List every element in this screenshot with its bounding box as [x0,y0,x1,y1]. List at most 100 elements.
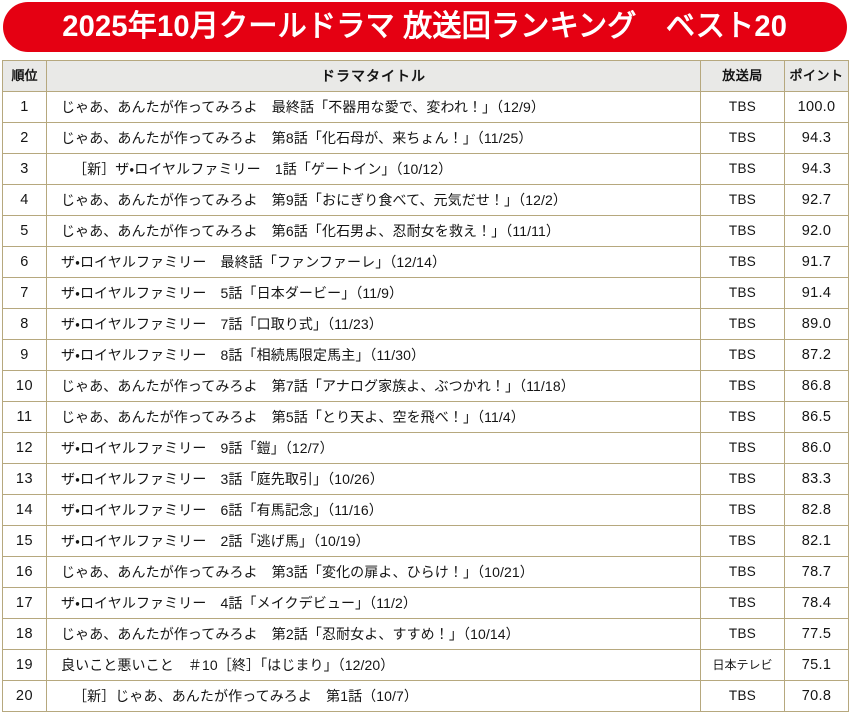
table-row: 15 ザ・ロイヤルファミリー 2話「逃げ馬」（10/19） TBS 82.1 [2,525,849,557]
cell-network: TBS [700,618,785,650]
cell-drama-title: ザ・ロイヤルファミリー 7話「口取り式」（11/23） [46,308,701,340]
cell-rank: 11 [2,401,47,433]
cell-points: 82.8 [784,494,849,526]
cell-points: 86.0 [784,432,849,464]
cell-rank: 16 [2,556,47,588]
cell-points: 75.1 [784,649,849,681]
cell-points: 92.7 [784,184,849,216]
cell-drama-title: じゃあ、あんたが作ってみろよ 第7話「アナログ家族よ、ぶつかれ！」（11/18） [46,370,701,402]
table-row: 11 じゃあ、あんたが作ってみろよ 第5話「とり天よ、空を飛べ！」（11/4） TB… [2,401,849,433]
cell-network: TBS [700,339,785,371]
table-header-row: 順位 ドラマタイトル 放送局 ポイント [2,60,849,92]
cell-rank: 17 [2,587,47,619]
cell-network: TBS [700,432,785,464]
cell-network: TBS [700,215,785,247]
table-row: 14 ザ・ロイヤルファミリー 6話「有馬記念」（11/16） TBS 82.8 [2,494,849,526]
cell-network: TBS [700,153,785,185]
table-row: 20 ［新］じゃあ、あんたが作ってみろよ 第1話（10/7） TBS 70.8 [2,680,849,712]
cell-rank: 15 [2,525,47,557]
cell-network: TBS [700,463,785,495]
table-row: 2 じゃあ、あんたが作ってみろよ 第8話「化石母が、来ちょん！」（11/25） TB… [2,122,849,154]
cell-drama-title: ザ・ロイヤルファミリー 最終話「ファンファーレ」（12/14） [46,246,701,278]
table-row: 12 ザ・ロイヤルファミリー 9話「鎧」（12/7） TBS 86.0 [2,432,849,464]
table-row: 16 じゃあ、あんたが作ってみろよ 第3話「変化の扉よ、ひらけ！」（10/21） T… [2,556,849,588]
cell-network: TBS [700,184,785,216]
cell-points: 78.4 [784,587,849,619]
cell-rank: 13 [2,463,47,495]
title-banner: 2025年10月クールドラマ 放送回ランキング ベスト20 [3,2,847,52]
cell-network: TBS [700,494,785,526]
cell-rank: 1 [2,91,47,123]
cell-network: TBS [700,401,785,433]
cell-network: 日本テレビ [700,649,785,681]
cell-network: TBS [700,308,785,340]
cell-network: TBS [700,680,785,712]
cell-rank: 12 [2,432,47,464]
cell-points: 91.4 [784,277,849,309]
cell-drama-title: 良いこと悪いこと ＃10［終］「はじまり」（12/20） [46,649,701,681]
cell-points: 92.0 [784,215,849,247]
cell-drama-title: ［新］ザ・ロイヤルファミリー 1話「ゲートイン」（10/12） [46,153,701,185]
cell-rank: 10 [2,370,47,402]
cell-points: 94.3 [784,122,849,154]
cell-drama-title: ザ・ロイヤルファミリー 4話「メイクデビュー」（11/2） [46,587,701,619]
column-header-points: ポイント [784,60,849,92]
cell-drama-title: ザ・ロイヤルファミリー 8話「相続馬限定馬主」（11/30） [46,339,701,371]
cell-network: TBS [700,556,785,588]
cell-rank: 4 [2,184,47,216]
table-row: 9 ザ・ロイヤルファミリー 8話「相続馬限定馬主」（11/30） TBS 87.2 [2,339,849,371]
table-row: 7 ザ・ロイヤルファミリー 5話「日本ダービー」（11/9） TBS 91.4 [2,277,849,309]
cell-rank: 14 [2,494,47,526]
table-row: 1 じゃあ、あんたが作ってみろよ 最終話「不器用な愛で、変われ！」（12/9） TB… [2,91,849,123]
table-row: 5 じゃあ、あんたが作ってみろよ 第6話「化石男よ、忍耐女を救え！」（11/11）… [2,215,849,247]
column-header-rank: 順位 [2,60,47,92]
cell-drama-title: ザ・ロイヤルファミリー 2話「逃げ馬」（10/19） [46,525,701,557]
column-header-title: ドラマタイトル [46,60,701,92]
table-body: 1 じゃあ、あんたが作ってみろよ 最終話「不器用な愛で、変われ！」（12/9） TB… [2,91,849,712]
table-row: 3 ［新］ザ・ロイヤルファミリー 1話「ゲートイン」（10/12） TBS 94.3 [2,153,849,185]
cell-rank: 6 [2,246,47,278]
cell-points: 82.1 [784,525,849,557]
cell-rank: 18 [2,618,47,650]
cell-rank: 9 [2,339,47,371]
cell-points: 89.0 [784,308,849,340]
cell-drama-title: じゃあ、あんたが作ってみろよ 第9話「おにぎり食べて、元気だせ！」（12/2） [46,184,701,216]
table-row: 6 ザ・ロイヤルファミリー 最終話「ファンファーレ」（12/14） TBS 91.7 [2,246,849,278]
cell-drama-title: ［新］じゃあ、あんたが作ってみろよ 第1話（10/7） [46,680,701,712]
cell-points: 78.7 [784,556,849,588]
cell-rank: 19 [2,649,47,681]
table-row: 4 じゃあ、あんたが作ってみろよ 第9話「おにぎり食べて、元気だせ！」（12/2）… [2,184,849,216]
table-row: 17 ザ・ロイヤルファミリー 4話「メイクデビュー」（11/2） TBS 78.4 [2,587,849,619]
cell-rank: 3 [2,153,47,185]
cell-network: TBS [700,587,785,619]
table-row: 18 じゃあ、あんたが作ってみろよ 第2話「忍耐女よ、すすめ！」（10/14） TB… [2,618,849,650]
cell-rank: 7 [2,277,47,309]
cell-network: TBS [700,525,785,557]
cell-drama-title: じゃあ、あんたが作ってみろよ 第6話「化石男よ、忍耐女を救え！」（11/11） [46,215,701,247]
cell-points: 86.5 [784,401,849,433]
table-row: 8 ザ・ロイヤルファミリー 7話「口取り式」（11/23） TBS 89.0 [2,308,849,340]
cell-points: 87.2 [784,339,849,371]
cell-points: 100.0 [784,91,849,123]
ranking-table: 順位 ドラマタイトル 放送局 ポイント 1 じゃあ、あんたが作ってみろよ 最終話「… [2,60,849,712]
cell-rank: 20 [2,680,47,712]
cell-drama-title: じゃあ、あんたが作ってみろよ 第5話「とり天よ、空を飛べ！」（11/4） [46,401,701,433]
table-header: 順位 ドラマタイトル 放送局 ポイント [2,60,849,92]
cell-drama-title: ザ・ロイヤルファミリー 5話「日本ダービー」（11/9） [46,277,701,309]
page-title: 2025年10月クールドラマ 放送回ランキング ベスト20 [62,10,788,43]
cell-rank: 8 [2,308,47,340]
table-row: 13 ザ・ロイヤルファミリー 3話「庭先取引」（10/26） TBS 83.3 [2,463,849,495]
cell-drama-title: じゃあ、あんたが作ってみろよ 第8話「化石母が、来ちょん！」（11/25） [46,122,701,154]
cell-network: TBS [700,122,785,154]
cell-rank: 2 [2,122,47,154]
cell-network: TBS [700,91,785,123]
cell-drama-title: じゃあ、あんたが作ってみろよ 第2話「忍耐女よ、すすめ！」（10/14） [46,618,701,650]
cell-points: 70.8 [784,680,849,712]
cell-drama-title: ザ・ロイヤルファミリー 9話「鎧」（12/7） [46,432,701,464]
table-row: 19 良いこと悪いこと ＃10［終］「はじまり」（12/20） 日本テレビ 75.1 [2,649,849,681]
cell-points: 91.7 [784,246,849,278]
cell-points: 83.3 [784,463,849,495]
cell-network: TBS [700,277,785,309]
cell-drama-title: じゃあ、あんたが作ってみろよ 最終話「不器用な愛で、変われ！」（12/9） [46,91,701,123]
